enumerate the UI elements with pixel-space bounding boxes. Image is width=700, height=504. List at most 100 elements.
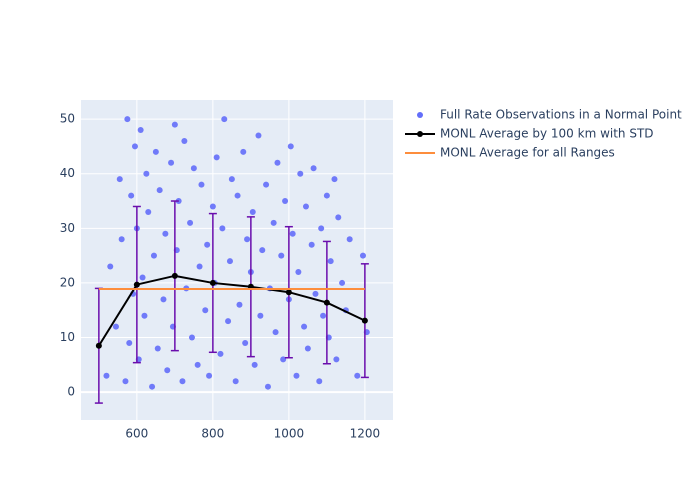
- legend-item[interactable]: MONL Average for all Ranges: [405, 146, 615, 160]
- scatter-point: [204, 241, 211, 248]
- plot: [94, 116, 370, 404]
- scatter-point: [257, 312, 264, 319]
- scatter-point: [124, 116, 131, 123]
- line-marker: [209, 279, 216, 286]
- scatter-point: [126, 340, 133, 347]
- line-marker: [95, 342, 102, 349]
- scatter-point: [359, 252, 366, 259]
- scatter-point: [209, 203, 216, 210]
- scatter-point: [194, 361, 201, 368]
- legend-symbol: [417, 112, 423, 118]
- y-tick-label: 40: [60, 166, 75, 180]
- scatter-point: [264, 383, 271, 390]
- scatter-point: [156, 187, 163, 194]
- scatter-point: [287, 143, 294, 150]
- scatter-point: [289, 230, 296, 237]
- scatter-point: [333, 356, 340, 363]
- scatter-point: [128, 192, 135, 199]
- scatter-point: [196, 263, 203, 270]
- scatter-point: [320, 312, 327, 319]
- scatter-point: [160, 296, 167, 303]
- x-tick-label: 1000: [274, 427, 305, 441]
- scatter-point: [335, 214, 342, 221]
- scatter-point: [154, 345, 161, 352]
- scatter-point: [187, 219, 194, 226]
- scatter-point: [179, 378, 186, 385]
- scatter-point: [198, 181, 205, 188]
- legend-label: MONL Average by 100 km with STD: [440, 127, 654, 141]
- scatter-point: [312, 290, 319, 297]
- scatter-point: [249, 208, 256, 215]
- scatter-point: [304, 345, 311, 352]
- scatter-point: [331, 176, 338, 183]
- scatter-point: [234, 192, 241, 199]
- line: [98, 274, 366, 347]
- scatter-point: [297, 170, 304, 177]
- scatter-point: [282, 198, 289, 205]
- scatter-point: [255, 132, 262, 139]
- scatter-point: [302, 203, 309, 210]
- scatter-point: [272, 329, 279, 336]
- scatter-point: [295, 269, 302, 276]
- scatter-point: [226, 258, 233, 265]
- scatter-point: [181, 137, 188, 144]
- scatter-point: [327, 258, 334, 265]
- scatter-point: [251, 361, 258, 368]
- legend[interactable]: Full Rate Observations in a Normal Point…: [405, 108, 682, 160]
- scatter-point: [244, 236, 251, 243]
- scatter-point: [278, 252, 285, 259]
- scatter-point: [354, 372, 361, 379]
- scatter-point: [103, 372, 110, 379]
- scatter-point: [236, 301, 243, 308]
- x-tick-label: 800: [201, 427, 224, 441]
- grid: 0 10 20 30 40 50 600 800 1000 1200: [60, 100, 393, 441]
- scatter-point: [188, 334, 195, 341]
- legend-item[interactable]: MONL Average by 100 km with STD: [405, 127, 654, 141]
- scatter-point: [162, 230, 169, 237]
- scatter-point: [240, 148, 247, 155]
- legend-label: Full Rate Observations in a Normal Point: [440, 108, 682, 122]
- y-tick-label: 20: [60, 275, 75, 289]
- y-tick-label: 0: [67, 385, 75, 399]
- scatter-point: [232, 378, 239, 385]
- legend-item[interactable]: Full Rate Observations in a Normal Point: [417, 108, 682, 122]
- scatter-point: [190, 165, 197, 172]
- y-tick-label: 30: [60, 221, 75, 235]
- scatter-point: [221, 116, 228, 123]
- scatter-point: [259, 247, 266, 254]
- line-marker: [323, 299, 330, 306]
- legend-symbol: [417, 131, 423, 137]
- legend-label: MONL Average for all Ranges: [440, 146, 615, 160]
- y-tick-label: 50: [60, 112, 75, 126]
- scatter-point: [270, 219, 277, 226]
- scatter-point: [116, 176, 123, 183]
- scatter-point: [149, 383, 156, 390]
- line-marker: [171, 272, 178, 279]
- scatter-point: [141, 312, 148, 319]
- scatter-point: [168, 159, 175, 166]
- scatter-point: [112, 323, 119, 330]
- scatter-point: [171, 121, 178, 128]
- scatter-point: [280, 356, 287, 363]
- scatter-point: [225, 318, 232, 325]
- scatter-point: [263, 181, 270, 188]
- scatter-point: [323, 192, 330, 199]
- scatter-point: [164, 367, 171, 374]
- line-marker: [285, 289, 292, 296]
- scatter-point: [139, 274, 146, 281]
- scatter-point: [118, 236, 125, 243]
- scatter-point: [206, 372, 213, 379]
- scatter-point: [107, 263, 114, 270]
- scatter-point: [213, 154, 220, 161]
- scatter-point: [137, 127, 144, 134]
- scatter-point: [202, 307, 209, 314]
- plot-area: [81, 100, 393, 420]
- scatter-point: [122, 378, 129, 385]
- scatter-point: [131, 143, 138, 150]
- scatter-point: [219, 225, 226, 232]
- scatter-point: [145, 208, 152, 215]
- y-tick-label: 10: [60, 330, 75, 344]
- line-marker: [133, 281, 140, 288]
- scatter-point: [346, 236, 353, 243]
